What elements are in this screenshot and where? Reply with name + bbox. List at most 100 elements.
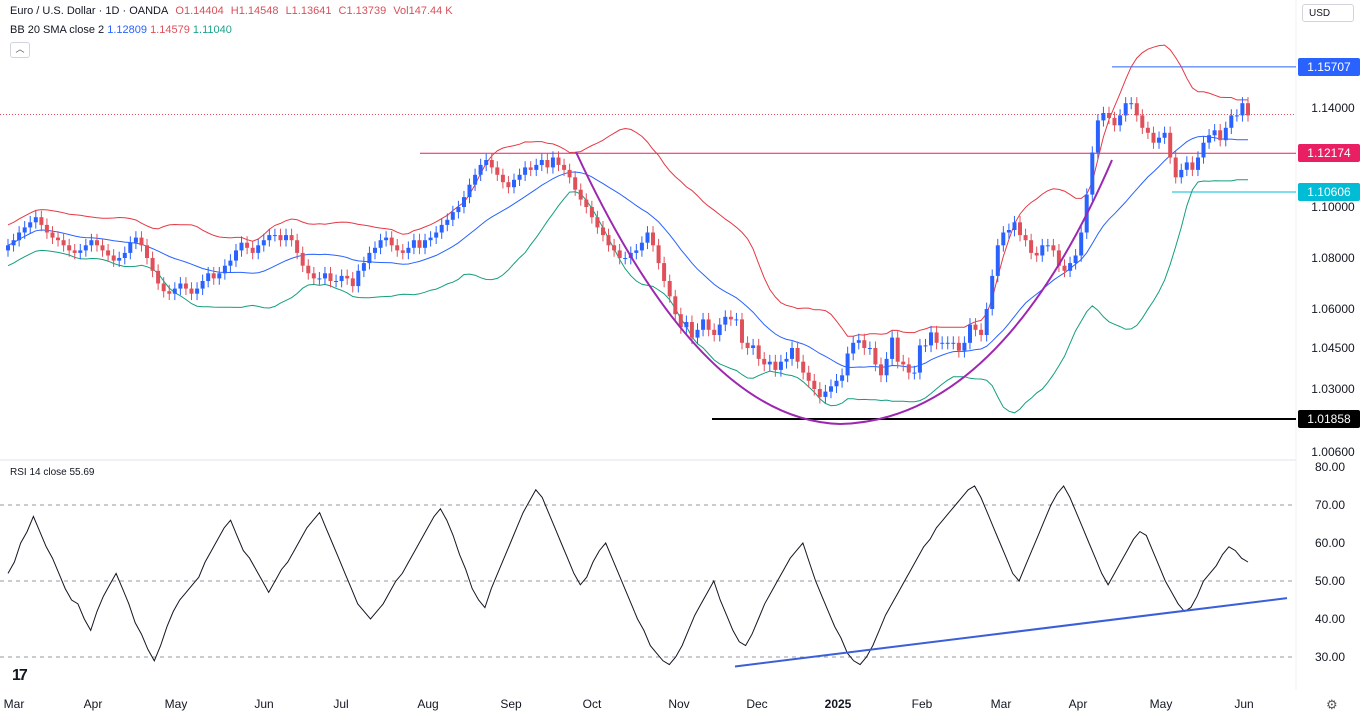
candle-body bbox=[306, 265, 311, 274]
currency-selector[interactable]: USD bbox=[1302, 4, 1354, 22]
candle-body bbox=[439, 224, 444, 233]
candle-body bbox=[550, 157, 555, 168]
candle-body bbox=[156, 270, 161, 284]
candle-body bbox=[639, 242, 644, 251]
candle-body bbox=[956, 342, 961, 351]
candle-body bbox=[1079, 232, 1084, 256]
bb-upper-band bbox=[7, 44, 1248, 337]
bb-lower-band bbox=[7, 179, 1248, 414]
rsi-axis-tick: 60.00 bbox=[1315, 536, 1345, 550]
candle-body bbox=[1023, 235, 1028, 241]
candle-body bbox=[67, 245, 72, 251]
candle-body bbox=[61, 240, 66, 246]
candle-body bbox=[912, 372, 917, 374]
chart-header: Euro / U.S. Dollar · 1D · OANDA O1.14404… bbox=[10, 5, 457, 17]
rsi-axis-tick: 40.00 bbox=[1315, 612, 1345, 626]
candle-body bbox=[728, 316, 733, 320]
candle-body bbox=[1240, 103, 1245, 116]
candle-body bbox=[862, 340, 867, 348]
candle-body bbox=[990, 275, 995, 309]
time-axis-tick: Apr bbox=[84, 697, 103, 711]
candle-body bbox=[762, 358, 767, 365]
price-axis-tick: 1.10000 bbox=[1311, 200, 1355, 214]
candle-body bbox=[884, 358, 889, 376]
time-axis-tick: Oct bbox=[583, 697, 602, 711]
candle-body bbox=[211, 273, 216, 279]
candle-body bbox=[612, 245, 617, 251]
candle-body bbox=[534, 164, 539, 170]
candle-body bbox=[100, 245, 105, 251]
time-axis-tick: Jun bbox=[254, 697, 273, 711]
candle-body bbox=[567, 169, 572, 178]
candle-body bbox=[801, 361, 806, 373]
candle-body bbox=[6, 245, 10, 251]
close-value: C1.13739 bbox=[338, 5, 387, 17]
tradingview-logo-icon[interactable]: 17 bbox=[12, 667, 28, 684]
price-axis-tick: 1.08000 bbox=[1311, 251, 1355, 265]
bb-upper-value: 1.14579 bbox=[150, 24, 190, 36]
candle-body bbox=[217, 273, 222, 279]
candle-body bbox=[445, 219, 450, 225]
candle-body bbox=[1034, 252, 1039, 256]
candle-body bbox=[934, 332, 939, 343]
candle-body bbox=[689, 322, 694, 338]
candle-body bbox=[83, 245, 88, 251]
rsi-trendline bbox=[734, 597, 1288, 668]
candle-body bbox=[1051, 245, 1056, 251]
candle-body bbox=[634, 250, 639, 253]
candle-body bbox=[323, 273, 327, 279]
candle-body bbox=[973, 324, 978, 330]
candle-body bbox=[222, 265, 227, 274]
candle-body bbox=[478, 164, 483, 175]
settings-gear-icon[interactable]: ⚙ bbox=[1326, 697, 1338, 712]
candle-body bbox=[823, 391, 828, 397]
candle-body bbox=[656, 245, 661, 264]
symbol-title[interactable]: Euro / U.S. Dollar · 1D · OANDA bbox=[10, 5, 169, 17]
candle-body bbox=[183, 283, 188, 289]
candle-body bbox=[1107, 113, 1111, 118]
candle-body bbox=[450, 212, 455, 220]
candle-body bbox=[356, 270, 361, 287]
candle-body bbox=[1234, 115, 1239, 117]
rsi-legend[interactable]: RSI 14 close 55.69 bbox=[10, 467, 95, 478]
candle-body bbox=[145, 245, 149, 258]
candle-body bbox=[128, 242, 133, 253]
candle-body bbox=[1001, 232, 1006, 246]
candle-body bbox=[484, 160, 489, 165]
bb-indicator-label[interactable]: BB 20 SMA close 2 bbox=[10, 24, 105, 36]
time-axis-tick: Mar bbox=[991, 697, 1012, 711]
candle-body bbox=[400, 250, 405, 253]
collapse-legend-button[interactable]: ︿ bbox=[10, 42, 30, 58]
candle-body bbox=[1162, 132, 1167, 138]
candle-body bbox=[556, 157, 561, 165]
candle-body bbox=[161, 283, 166, 292]
candle-body bbox=[734, 319, 739, 321]
candle-body bbox=[1118, 115, 1123, 126]
price-axis-tick: 1.04500 bbox=[1311, 341, 1355, 355]
candle-body bbox=[984, 309, 989, 335]
candle-body bbox=[706, 319, 711, 330]
candle-body bbox=[1173, 157, 1178, 178]
candle-body bbox=[778, 361, 783, 370]
candle-body bbox=[606, 235, 611, 246]
volume-value: Vol147.44 K bbox=[393, 5, 453, 17]
candle-body bbox=[1140, 115, 1145, 128]
price-axis-tick: 1.06000 bbox=[1311, 302, 1355, 316]
candle-body bbox=[1229, 115, 1234, 128]
candle-body bbox=[923, 345, 928, 347]
candle-body bbox=[1006, 230, 1011, 233]
candle-body bbox=[751, 345, 756, 348]
candle-body bbox=[1207, 135, 1212, 143]
candle-body bbox=[1045, 245, 1050, 247]
bb-lower-value: 1.11040 bbox=[192, 24, 232, 36]
candle-body bbox=[1129, 103, 1134, 105]
time-axis-tick: Dec bbox=[746, 697, 767, 711]
candle-body bbox=[345, 275, 350, 279]
time-axis-tick: Aug bbox=[417, 697, 438, 711]
candle-body bbox=[462, 197, 466, 207]
candle-body bbox=[1090, 152, 1095, 195]
candle-body bbox=[172, 288, 177, 294]
candle-body bbox=[795, 348, 800, 362]
price-axis-tick: 1.00600 bbox=[1311, 445, 1355, 459]
